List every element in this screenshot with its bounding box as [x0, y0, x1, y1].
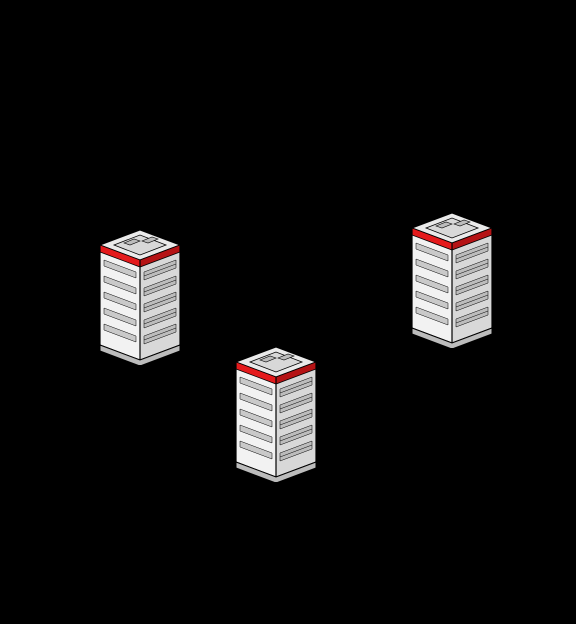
node-tower-right	[392, 188, 512, 348]
building-icon	[80, 205, 200, 365]
node-tower-center	[216, 322, 336, 482]
node-tower-left	[80, 205, 200, 365]
building-icon	[392, 188, 512, 348]
building-icon	[216, 322, 336, 482]
